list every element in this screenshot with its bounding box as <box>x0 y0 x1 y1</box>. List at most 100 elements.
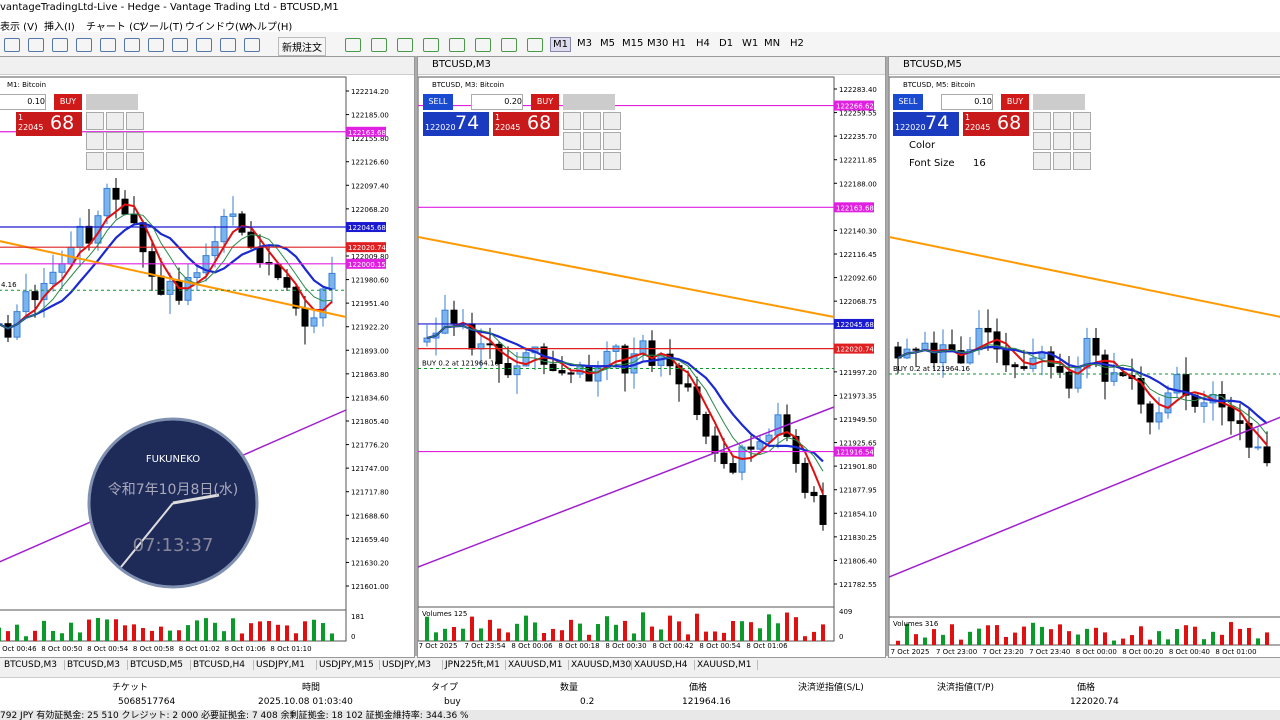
menu-item[interactable]: ツール(T) <box>139 22 183 33</box>
chart-tab[interactable]: BTCUSD,M3 <box>67 660 128 670</box>
chart-tab[interactable]: USDJPY,M15 <box>319 660 380 670</box>
menu-item[interactable]: チャート (C) <box>86 22 144 33</box>
tool-icon[interactable] <box>475 38 491 52</box>
panel-tool[interactable] <box>583 112 601 130</box>
buy-button[interactable]: BUY <box>54 94 82 110</box>
chart-tab[interactable]: JPN225ft,M1 <box>445 660 506 670</box>
panel-tool[interactable] <box>86 112 104 130</box>
panel-tool[interactable] <box>1073 132 1091 150</box>
tool-icon[interactable] <box>397 38 413 52</box>
column-header: 決済指値(T/P) <box>937 683 994 693</box>
chart-tab[interactable]: BTCUSD,H4 <box>193 660 254 670</box>
chart-tab[interactable]: XAUUSD,M1 <box>697 660 758 670</box>
buy-button[interactable]: BUY <box>1001 94 1029 110</box>
panel-tool[interactable] <box>1073 112 1091 130</box>
chart-tab[interactable]: XAUUSD,M30 <box>571 660 632 670</box>
chart-tab[interactable]: BTCUSD,M5 <box>130 660 191 670</box>
chart-tab[interactable]: XAUUSD,M1 <box>508 660 569 670</box>
tool-icon[interactable] <box>244 38 260 52</box>
tool-icon[interactable] <box>100 38 116 52</box>
tool-icon[interactable] <box>76 38 92 52</box>
candle-body <box>504 362 512 376</box>
tool-icon[interactable] <box>124 38 140 52</box>
tool-icon[interactable] <box>449 38 465 52</box>
lot-input[interactable]: 0.10 <box>0 94 46 110</box>
tool-icon[interactable] <box>527 38 543 52</box>
menu-item[interactable]: ウインドウ(W) <box>185 22 253 33</box>
timeframe-button[interactable]: M15 <box>622 38 644 49</box>
chart-tab[interactable]: XAUUSD,H4 <box>634 660 695 670</box>
moving-average <box>426 325 824 472</box>
timeframe-button[interactable]: M3 <box>577 38 592 49</box>
timeframe-button[interactable]: M30 <box>647 38 669 49</box>
candle-body <box>130 213 138 224</box>
menu-item[interactable]: 表示 (V) <box>0 22 38 33</box>
tool-icon[interactable] <box>196 38 212 52</box>
panel-tool[interactable] <box>1053 132 1071 150</box>
panel-tool[interactable] <box>603 152 621 170</box>
tool-icon[interactable] <box>371 38 387 52</box>
tool-icon[interactable] <box>28 38 44 52</box>
menu-item[interactable]: 挿入(I) <box>44 22 75 33</box>
ask-price: 22045 <box>965 123 991 132</box>
panel-tool[interactable] <box>563 112 581 130</box>
panel-tool[interactable] <box>126 152 144 170</box>
timeframe-button[interactable]: M1 <box>550 37 571 52</box>
sell-button[interactable]: SELL <box>423 94 453 110</box>
tool-icon[interactable] <box>52 38 68 52</box>
lot-input[interactable]: 0.20 <box>471 94 523 110</box>
chart-tab[interactable]: USDJPY,M3 <box>382 660 443 670</box>
menu-item[interactable]: ヘルプ(H) <box>247 22 293 33</box>
price-marker-label: 122045.68 <box>348 224 386 232</box>
tool-icon[interactable] <box>501 38 517 52</box>
panel-tool[interactable] <box>603 132 621 150</box>
chart-tab[interactable]: USDJPY,M1 <box>256 660 317 670</box>
lot-input[interactable]: 0.10 <box>941 94 993 110</box>
candle-body <box>774 414 782 436</box>
panel-tool[interactable] <box>106 152 124 170</box>
tool-icon[interactable] <box>423 38 439 52</box>
panel-tool[interactable] <box>106 132 124 150</box>
panel-tool[interactable] <box>1033 152 1051 170</box>
panel-tool[interactable] <box>563 132 581 150</box>
panel-tool[interactable] <box>583 132 601 150</box>
volume-bar <box>1211 631 1215 645</box>
panel-tool[interactable] <box>1073 152 1091 170</box>
timeframe-button[interactable]: W1 <box>742 38 759 49</box>
trade-cell[interactable]: 5068517764 <box>118 697 176 707</box>
trade-cell[interactable]: 122020.74 <box>1070 697 1119 707</box>
trade-cell[interactable]: 2025.10.08 01:03:40 <box>258 697 353 707</box>
timeframe-button[interactable]: H1 <box>672 38 686 49</box>
trade-cell[interactable]: 0.2 <box>580 697 595 707</box>
timeframe-button[interactable]: M5 <box>600 38 615 49</box>
panel-tool[interactable] <box>1033 112 1051 130</box>
chart-tab[interactable]: BTCUSD,M3 <box>4 660 65 670</box>
panel-tool[interactable] <box>86 132 104 150</box>
panel-tool[interactable] <box>1053 152 1071 170</box>
panel-tool[interactable] <box>1033 132 1051 150</box>
panel-tool[interactable] <box>126 132 144 150</box>
tool-icon[interactable] <box>4 38 20 52</box>
panel-tool[interactable] <box>603 112 621 130</box>
buy-button[interactable]: BUY <box>531 94 559 110</box>
timeframe-button[interactable]: D1 <box>719 38 734 49</box>
tool-icon[interactable] <box>148 38 164 52</box>
panel-tool[interactable] <box>1053 112 1071 130</box>
panel-tool[interactable] <box>583 152 601 170</box>
panel-tool[interactable] <box>126 112 144 130</box>
timeframe-button[interactable]: MN <box>764 38 781 49</box>
tool-icon[interactable] <box>220 38 236 52</box>
trade-cell[interactable]: 121964.16 <box>682 697 731 707</box>
tool-icon[interactable] <box>172 38 188 52</box>
tool-icon[interactable] <box>345 38 361 52</box>
new-order-button[interactable]: 新規注文 <box>278 37 326 56</box>
moving-average <box>0 203 333 330</box>
timeframe-button[interactable]: H4 <box>696 38 710 49</box>
candle-body <box>684 383 692 388</box>
panel-tool[interactable] <box>106 112 124 130</box>
panel-tool[interactable] <box>563 152 581 170</box>
timeframe-button[interactable]: H2 <box>790 38 804 49</box>
trade-cell[interactable]: buy <box>444 697 461 707</box>
panel-tool[interactable] <box>86 152 104 170</box>
sell-button[interactable]: SELL <box>893 94 923 110</box>
